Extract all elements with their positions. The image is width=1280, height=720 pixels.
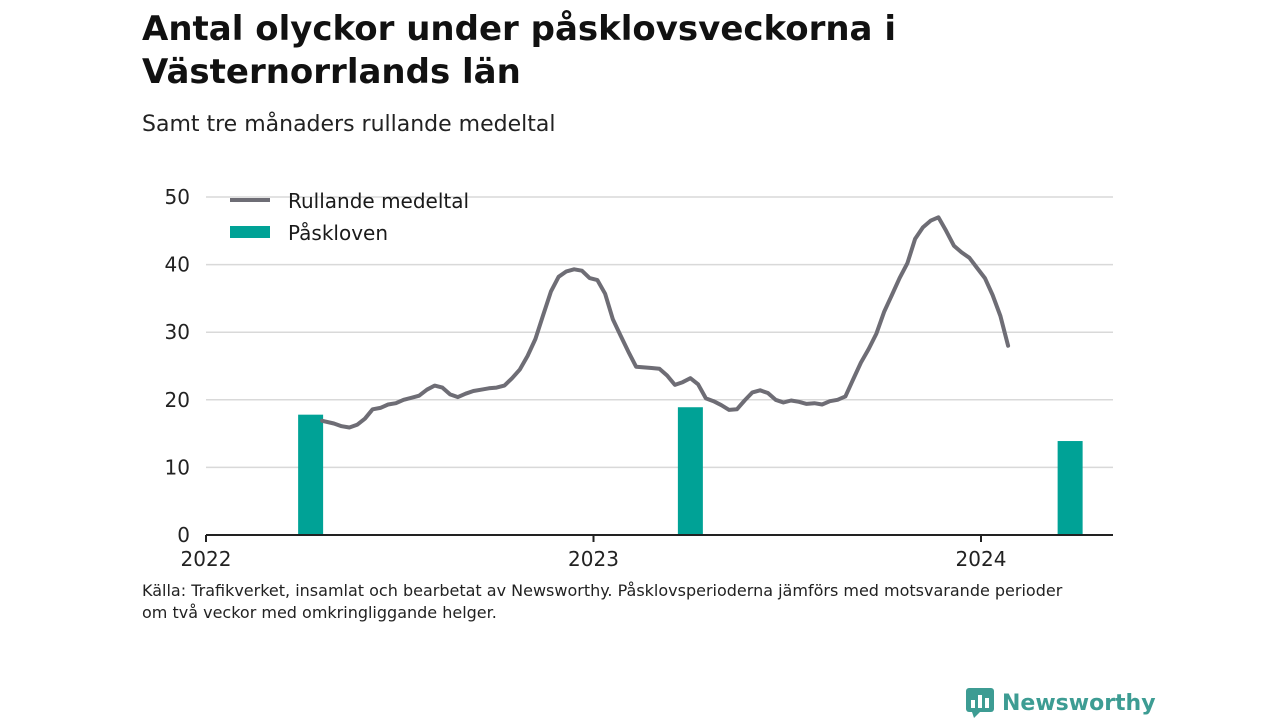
brand-logo: Newsworthy xyxy=(966,686,1156,720)
y-tick-label: 50 xyxy=(165,185,190,209)
x-tick-label: 2024 xyxy=(956,547,1007,571)
bar xyxy=(298,414,324,535)
gridlines xyxy=(206,196,1113,469)
bar xyxy=(677,407,703,535)
source-note: Källa: Trafikverket, insamlat och bearbe… xyxy=(142,580,1082,624)
y-tick-label: 0 xyxy=(177,523,190,547)
line-series xyxy=(320,215,1011,430)
line-path xyxy=(320,215,1011,430)
y-tick-label: 30 xyxy=(165,320,190,344)
legend: Rullande medeltal Påskloven xyxy=(230,189,469,245)
x-tick-label: 2022 xyxy=(181,547,232,571)
chart-title: Antal olyckor under påsklovsveckorna i V… xyxy=(142,9,896,92)
chart-subtitle: Samt tre månaders rullande medeltal xyxy=(142,112,556,137)
legend-bar-swatch xyxy=(230,226,270,238)
y-tick-label: 20 xyxy=(165,388,190,412)
source-line-2: om två veckor med omkringliggande helger… xyxy=(142,603,497,622)
y-tick-label: 40 xyxy=(165,253,190,277)
bars xyxy=(298,407,1083,535)
newsworthy-logo-icon xyxy=(966,688,994,718)
y-tick-label: 10 xyxy=(165,455,190,479)
y-axis-ticks: 0 10 20 30 40 50 xyxy=(165,185,190,547)
legend-bar-label: Påskloven xyxy=(288,221,388,245)
brand-name: Newsworthy xyxy=(1002,690,1156,716)
x-tick-label: 2023 xyxy=(568,547,619,571)
bar xyxy=(1057,441,1083,535)
source-line-1: Källa: Trafikverket, insamlat och bearbe… xyxy=(142,581,1063,600)
x-axis-ticks: 2022 2023 2024 xyxy=(181,535,1007,571)
legend-line-label: Rullande medeltal xyxy=(288,189,469,213)
